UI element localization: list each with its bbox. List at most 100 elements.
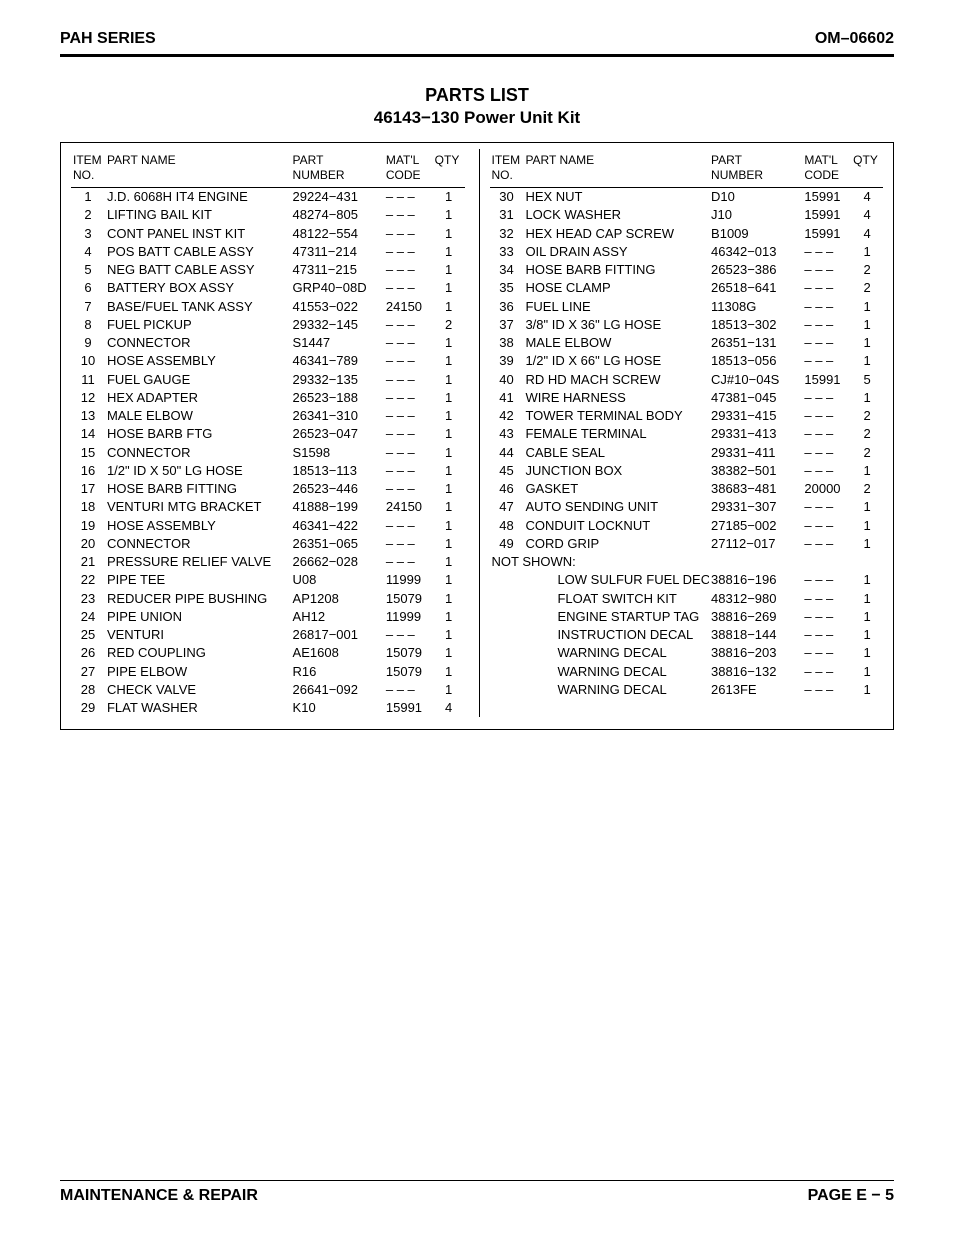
cell-part-name: BASE/FUEL TANK ASSY <box>105 298 291 316</box>
cell-matl-code: – – – <box>802 352 851 370</box>
table-row: 1J.D. 6068H IT4 ENGINE29224−431– – –1 <box>71 188 465 207</box>
cell-item-no: 34 <box>490 261 524 279</box>
cell-qty: 1 <box>851 626 883 644</box>
cell-qty: 1 <box>433 681 465 699</box>
cell-part-name: HOSE CLAMP <box>523 279 709 297</box>
cell-part-number: 29332−135 <box>291 371 384 389</box>
table-row: 17HOSE BARB FITTING26523−446– – –1 <box>71 480 465 498</box>
cell-part-name: CONNECTOR <box>105 334 291 352</box>
cell-item-no: 29 <box>71 699 105 717</box>
header-right: OM–06602 <box>815 30 894 48</box>
cell-matl-code: – – – <box>384 681 433 699</box>
cell-qty: 1 <box>433 334 465 352</box>
table-row: INSTRUCTION DECAL38818−144– – –1 <box>490 626 884 644</box>
cell-qty: 1 <box>433 571 465 589</box>
table-row: 3CONT PANEL INST KIT48122−554– – –1 <box>71 225 465 243</box>
cell-matl-code: – – – <box>802 316 851 334</box>
cell-part-name: WIRE HARNESS <box>523 389 709 407</box>
cell-matl-code: – – – <box>802 462 851 480</box>
th-matl-code: MAT'LCODE <box>802 149 851 188</box>
cell-item-no: 42 <box>490 407 524 425</box>
table-row: 47AUTO SENDING UNIT29331−307– – –1 <box>490 498 884 516</box>
table-row: 28CHECK VALVE26641−092– – –1 <box>71 681 465 699</box>
cell-item-no: 30 <box>490 188 524 207</box>
table-row: 373/8" ID X 36" LG HOSE18513−302– – –1 <box>490 316 884 334</box>
cell-part-name: RED COUPLING <box>105 644 291 662</box>
cell-part-number: 26523−386 <box>709 261 802 279</box>
cell-part-name: CORD GRIP <box>523 535 709 553</box>
cell-qty: 1 <box>433 371 465 389</box>
cell-part-name: 3/8" ID X 36" LG HOSE <box>523 316 709 334</box>
cell-matl-code: – – – <box>802 243 851 261</box>
cell-item-no <box>490 626 524 644</box>
cell-part-name: CONDUIT LOCKNUT <box>523 517 709 535</box>
cell-part-name: PIPE TEE <box>105 571 291 589</box>
cell-part-number: 47311−214 <box>291 243 384 261</box>
table-row: 29FLAT WASHERK10159914 <box>71 699 465 717</box>
table-row: 19HOSE ASSEMBLY46341−422– – –1 <box>71 517 465 535</box>
table-row: 24PIPE UNIONAH12119991 <box>71 608 465 626</box>
cell-part-number: 38816−132 <box>709 663 802 681</box>
cell-part-number: GRP40−08D <box>291 279 384 297</box>
cell-part-name: FEMALE TERMINAL <box>523 425 709 443</box>
page: PAH SERIES OM–06602 PARTS LIST 46143−130… <box>0 0 954 1235</box>
cell-part-number: D10 <box>709 188 802 207</box>
cell-part-number: 27185−002 <box>709 517 802 535</box>
cell-part-name: WARNING DECAL <box>523 644 709 662</box>
cell-part-number: 26523−047 <box>291 425 384 443</box>
cell-part-name: LOCK WASHER <box>523 206 709 224</box>
cell-matl-code: – – – <box>802 681 851 699</box>
cell-qty: 1 <box>433 261 465 279</box>
cell-qty: 1 <box>851 298 883 316</box>
cell-part-name: HEX NUT <box>523 188 709 207</box>
cell-matl-code: 11999 <box>384 608 433 626</box>
cell-part-name: MALE ELBOW <box>523 334 709 352</box>
cell-part-number: 48122−554 <box>291 225 384 243</box>
cell-qty: 1 <box>851 243 883 261</box>
table-row: 9CONNECTORS1447– – –1 <box>71 334 465 352</box>
cell-matl-code: – – – <box>802 279 851 297</box>
cell-item-no: 25 <box>71 626 105 644</box>
table-row: 10HOSE ASSEMBLY46341−789– – –1 <box>71 352 465 370</box>
table-row: 33OIL DRAIN ASSY46342−013– – –1 <box>490 243 884 261</box>
cell-qty: 1 <box>433 498 465 516</box>
cell-part-name: VENTURI <box>105 626 291 644</box>
table-row: 161/2" ID X 50" LG HOSE18513−113– – –1 <box>71 462 465 480</box>
cell-part-name: RD HD MACH SCREW <box>523 371 709 389</box>
cell-item-no: 48 <box>490 517 524 535</box>
cell-part-number: 29331−411 <box>709 444 802 462</box>
cell-qty: 1 <box>433 608 465 626</box>
cell-matl-code: – – – <box>384 188 433 207</box>
cell-qty: 1 <box>433 389 465 407</box>
cell-part-number: 46341−422 <box>291 517 384 535</box>
title-line1: PARTS LIST <box>60 85 894 106</box>
right-thead: ITEMNO. PART NAME PARTNUMBER MAT'LCODE Q… <box>490 149 884 188</box>
cell-matl-code: – – – <box>802 444 851 462</box>
cell-part-number: 29331−307 <box>709 498 802 516</box>
table-row: 12HEX ADAPTER26523−188– – –1 <box>71 389 465 407</box>
table-row: 30HEX NUTD10159914 <box>490 188 884 207</box>
cell-part-name: HOSE BARB FTG <box>105 425 291 443</box>
cell-matl-code: – – – <box>802 298 851 316</box>
cell-matl-code: 15991 <box>802 188 851 207</box>
cell-qty: 4 <box>851 188 883 207</box>
cell-qty: 1 <box>433 225 465 243</box>
cell-part-name: FUEL LINE <box>523 298 709 316</box>
cell-part-number: 47311−215 <box>291 261 384 279</box>
cell-part-number: J10 <box>709 206 802 224</box>
cell-item-no: 49 <box>490 535 524 553</box>
cell-part-name: CONNECTOR <box>105 535 291 553</box>
cell-qty: 1 <box>433 407 465 425</box>
table-row: 38MALE ELBOW26351−131– – –1 <box>490 334 884 352</box>
cell-matl-code: – – – <box>802 517 851 535</box>
header-left: PAH SERIES <box>60 30 156 48</box>
cell-part-number: S1447 <box>291 334 384 352</box>
cell-part-name: WARNING DECAL <box>523 681 709 699</box>
cell-matl-code: 15991 <box>802 206 851 224</box>
table-row: 2LIFTING BAIL KIT48274−805– – –1 <box>71 206 465 224</box>
cell-part-number: 11308G <box>709 298 802 316</box>
not-shown-label-row: NOT SHOWN: <box>490 553 884 571</box>
cell-part-number: K10 <box>291 699 384 717</box>
cell-part-name: 1/2" ID X 66" LG HOSE <box>523 352 709 370</box>
cell-part-number: 18513−056 <box>709 352 802 370</box>
